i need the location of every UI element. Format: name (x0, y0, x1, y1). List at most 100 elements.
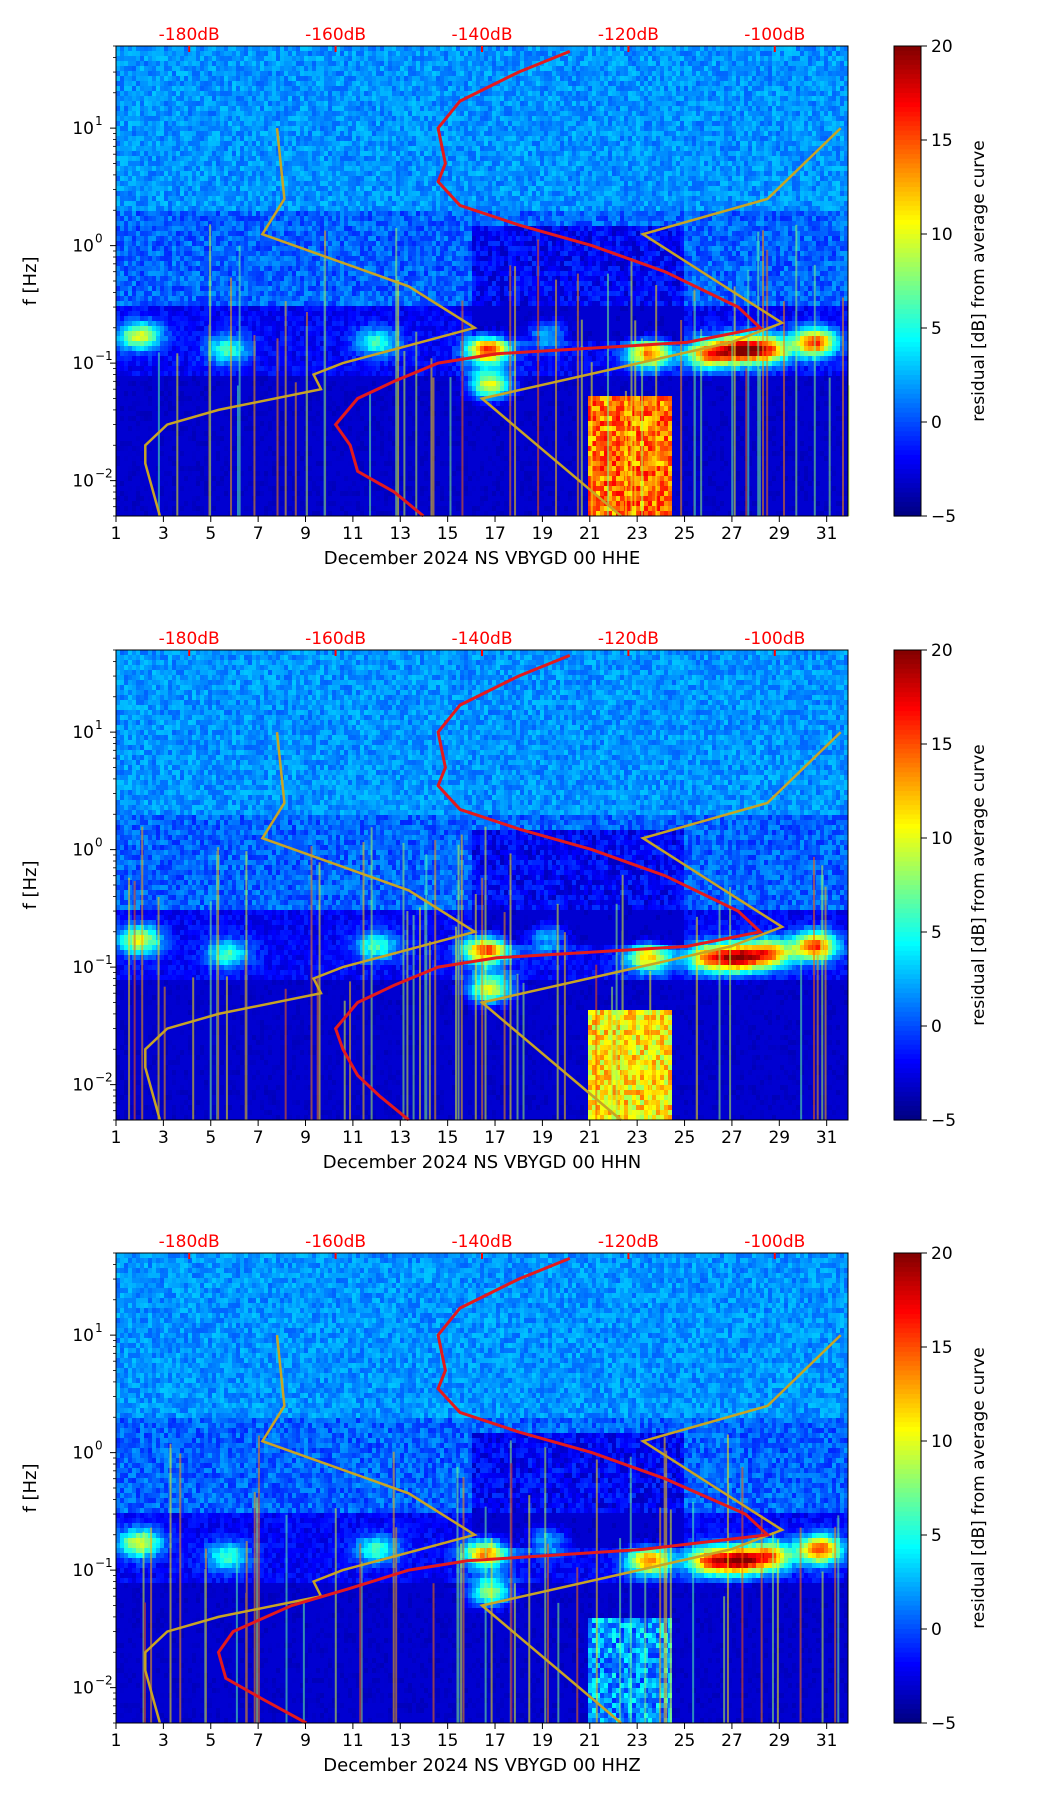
y-tick-exponent: 1 (95, 1321, 103, 1335)
colorbar-tick-label: 0 (931, 413, 942, 433)
colorbar-tick-label: 10 (931, 829, 953, 849)
y-tick-label: 10 (72, 958, 94, 978)
top-db-label: -100dB (744, 25, 805, 45)
y-tick-exponent: 0 (95, 1439, 103, 1453)
x-tick-label: 27 (721, 524, 743, 544)
x-tick-label: 29 (768, 1731, 790, 1751)
y-tick-label: 10 (72, 1561, 94, 1581)
colorbar-tick-label: −5 (931, 1714, 956, 1734)
x-tick-label: 5 (205, 1731, 216, 1751)
y-tick-exponent: −1 (95, 349, 113, 363)
y-axis-label: f [Hz] (20, 256, 41, 305)
x-tick-label: 5 (205, 524, 216, 544)
y-tick-exponent: −1 (95, 953, 113, 967)
x-tick-label: 21 (579, 524, 601, 544)
colorbar-tick-label: 10 (931, 225, 953, 245)
top-db-label: -180dB (159, 25, 220, 45)
colorbar-label: residual [dB] from average curve (969, 1347, 989, 1628)
x-tick-label: 31 (816, 524, 838, 544)
y-tick-label: 10 (72, 237, 94, 257)
y-tick-exponent: −2 (95, 1071, 113, 1085)
x-tick-label: 1 (111, 524, 122, 544)
y-tick-label: 10 (72, 472, 94, 492)
colorbar-label: residual [dB] from average curve (969, 744, 989, 1025)
x-tick-label: 15 (437, 524, 459, 544)
x-tick-label: 27 (721, 1731, 743, 1751)
colorbar-tick-label: −5 (931, 1111, 956, 1131)
colorbar-tick-label: 20 (931, 37, 953, 57)
top-db-label: -180dB (159, 1232, 220, 1252)
x-tick-label: 23 (626, 1128, 648, 1148)
x-tick-label: 9 (300, 1731, 311, 1751)
x-tick-label: 13 (389, 1128, 411, 1148)
top-db-label: -120dB (598, 629, 659, 649)
x-tick-label: 15 (437, 1128, 459, 1148)
y-tick-label: 10 (72, 841, 94, 861)
top-db-label: -100dB (744, 629, 805, 649)
x-tick-label: 11 (342, 524, 364, 544)
x-tick-label: 3 (158, 524, 169, 544)
x-tick-label: 27 (721, 1128, 743, 1148)
x-tick-label: 3 (158, 1731, 169, 1751)
y-tick-exponent: 0 (95, 836, 103, 850)
y-tick-label: 10 (72, 354, 94, 374)
top-db-label: -120dB (598, 1232, 659, 1252)
x-tick-label: 1 (111, 1128, 122, 1148)
y-axis-label: f [Hz] (20, 860, 41, 909)
top-db-label: -120dB (598, 25, 659, 45)
x-tick-label: 21 (579, 1731, 601, 1751)
x-tick-label: 21 (579, 1128, 601, 1148)
colorbar-tick-label: 10 (931, 1432, 953, 1452)
x-tick-label: 23 (626, 524, 648, 544)
x-tick-label: 29 (768, 524, 790, 544)
top-db-label: -160dB (305, 1232, 366, 1252)
top-db-label: -140dB (451, 629, 512, 649)
colorbar-tick-label: −5 (931, 507, 956, 527)
y-tick-label: 10 (72, 1076, 94, 1096)
colorbar-label: residual [dB] from average curve (969, 140, 989, 421)
x-tick-label: 5 (205, 1128, 216, 1148)
x-tick-label: 7 (253, 524, 264, 544)
x-tick-label: 7 (253, 1731, 264, 1751)
x-tick-label: 7 (253, 1128, 264, 1148)
x-axis-label: December 2024 NS VBYGD 00 HHN (323, 1152, 642, 1173)
x-tick-label: 9 (300, 1128, 311, 1148)
x-tick-label: 15 (437, 1731, 459, 1751)
y-tick-label: 10 (72, 119, 94, 139)
x-tick-label: 11 (342, 1731, 364, 1751)
y-tick-label: 10 (72, 1444, 94, 1464)
x-tick-label: 19 (532, 524, 554, 544)
x-tick-label: 31 (816, 1731, 838, 1751)
x-axis-label: December 2024 NS VBYGD 00 HHZ (323, 1755, 640, 1776)
top-db-label: -100dB (744, 1232, 805, 1252)
y-tick-exponent: −2 (95, 467, 113, 481)
colorbar-tick-label: 5 (931, 319, 942, 339)
x-tick-label: 17 (484, 524, 506, 544)
x-tick-label: 13 (389, 1731, 411, 1751)
y-tick-exponent: −2 (95, 1674, 113, 1688)
y-tick-label: 10 (72, 1679, 94, 1699)
x-tick-label: 17 (484, 1128, 506, 1148)
y-tick-label: 10 (72, 723, 94, 743)
colorbar-tick-label: 5 (931, 1526, 942, 1546)
x-tick-label: 1 (111, 1731, 122, 1751)
colorbar-tick-label: 15 (931, 131, 953, 151)
x-tick-label: 29 (768, 1128, 790, 1148)
x-tick-label: 13 (389, 524, 411, 544)
top-db-label: -140dB (451, 1232, 512, 1252)
x-tick-label: 19 (532, 1731, 554, 1751)
colorbar-tick-label: 15 (931, 1338, 953, 1358)
colorbar: 20 15 10 5 0 −5 residual [dB] from average cur… (894, 37, 989, 527)
x-tick-label: 19 (532, 1128, 554, 1148)
top-db-label: -140dB (451, 25, 512, 45)
x-tick-label: 25 (674, 524, 696, 544)
y-tick-exponent: −1 (95, 1556, 113, 1570)
colorbar-tick-label: 20 (931, 641, 953, 661)
top-db-label: -180dB (159, 629, 220, 649)
x-tick-label: 25 (674, 1731, 696, 1751)
x-tick-label: 11 (342, 1128, 364, 1148)
